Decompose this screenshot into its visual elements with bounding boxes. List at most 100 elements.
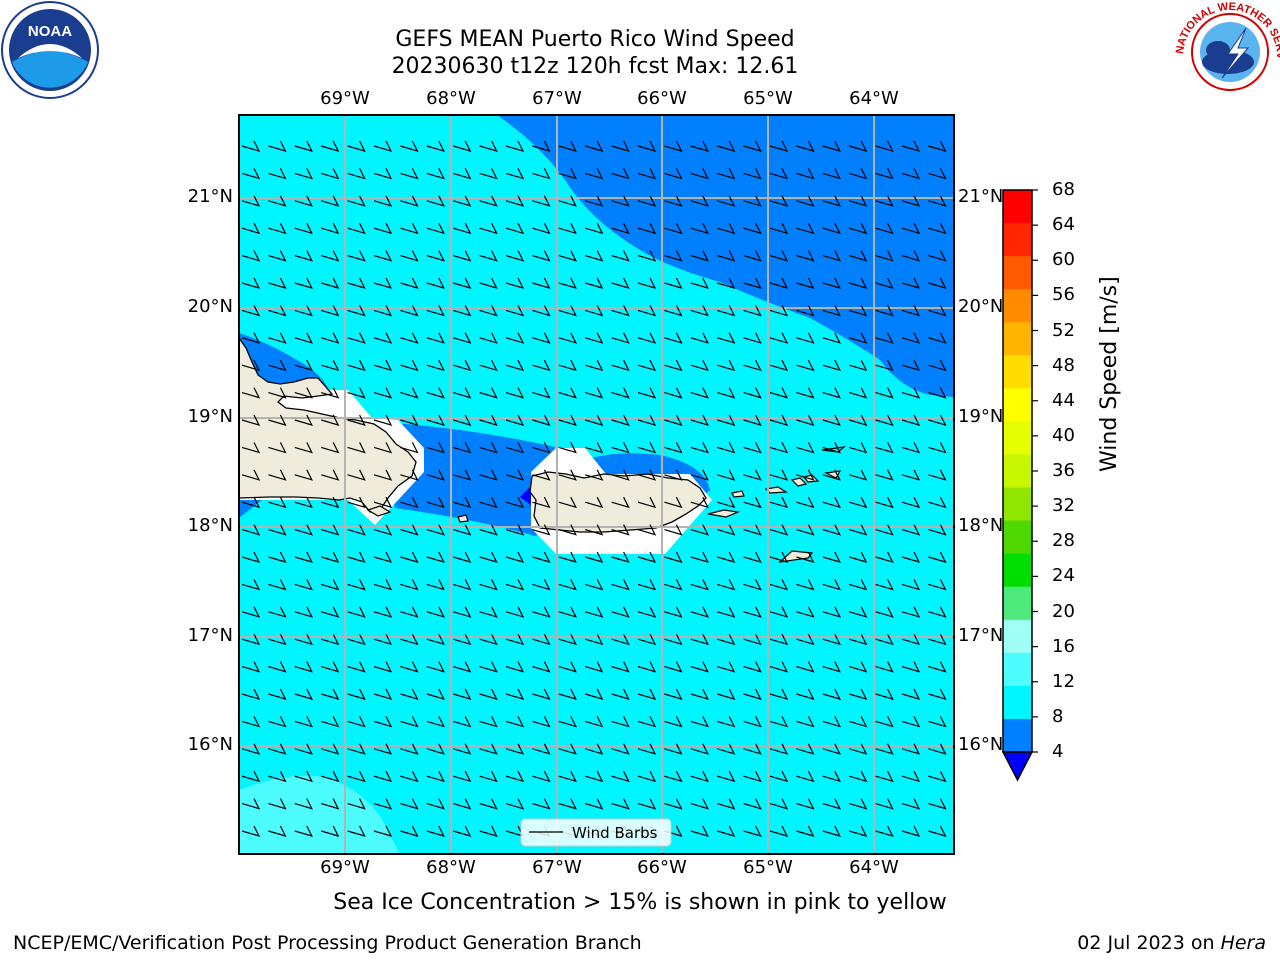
wind-barb [928,633,947,646]
wind-barb [585,716,604,728]
colorbar-swatch [1003,487,1032,522]
wind-barb [241,195,261,207]
wind-barb [453,414,472,426]
lat-label-right: 21°N [958,186,1004,207]
wind-barb [294,688,313,700]
wind-barb [769,195,789,207]
wind-barb [875,414,894,426]
wind-barb [400,743,419,755]
wind-barb [637,688,657,700]
wind-barb [849,688,868,700]
wind-barb [294,524,313,536]
wind-barb [875,469,894,481]
wind-barb [849,579,868,591]
wind-barb [558,524,577,536]
wind-barb [901,524,921,536]
wind-barb [928,716,947,728]
wind-barb [875,359,894,372]
wind-barb [585,305,604,317]
wind-barb [822,716,841,728]
wind-barb [400,168,419,180]
wind-barb [743,496,762,509]
wind-barb [875,798,894,810]
wind-barb [453,496,472,509]
wind-barb [796,332,815,344]
wind-barb [400,496,419,509]
wind-barb [321,359,340,372]
wind-barb [373,798,393,810]
wind-barb [928,469,947,481]
wind-barb [479,496,498,509]
wind-barb [400,387,419,399]
wind-barb [637,798,657,810]
wind-barb [241,305,261,317]
wind-barb [558,222,577,235]
wind-barb [769,305,789,317]
wind-barb [849,825,868,837]
wind-barb [637,168,657,180]
wind-barb [268,496,287,509]
wind-barb [505,250,525,262]
wind-barb [268,140,287,152]
wind-barb [849,606,868,618]
wind-barb [453,250,472,262]
wind-barb [321,250,340,262]
wind-barb [585,661,604,673]
wind-barb [637,305,657,317]
wind-barb [400,606,419,618]
wind-barb [268,579,287,591]
lon-label-bottom: 66°W [637,857,687,878]
wind-barb [505,661,525,673]
lon-label-top: 67°W [532,88,582,109]
wind-barb [664,661,683,673]
wind-barb [373,250,393,262]
wind-barb [532,305,551,317]
wind-barb [690,661,709,673]
wind-barb [453,825,472,837]
wind-barb [637,496,657,509]
wind-barb [347,250,366,262]
wind-barb [796,551,815,563]
wind-barb [796,250,815,262]
wind-barb [453,359,472,372]
wind-barb [426,688,445,700]
lon-label-bottom: 69°W [320,857,370,878]
wind-barb [769,277,789,289]
colorbar-tick-label: 16 [1052,635,1075,657]
wind-barb [294,222,313,235]
wind-barb [875,688,894,700]
island-anegada [821,446,846,453]
wind-barb [664,496,683,509]
wind-barb [321,140,340,152]
wind-barb [532,551,551,563]
wind-barb [717,469,736,481]
wind-barb [347,359,366,372]
wind-barb [426,222,445,235]
wind-barb [769,250,789,262]
wind-barb [796,195,815,207]
wind-barb [347,798,366,810]
wind-barb [505,551,525,563]
wind-barb [426,743,445,755]
wind-barb [558,277,577,289]
wind-barb [901,414,921,426]
wind-barb [769,469,789,481]
wind-barb [241,524,261,536]
wind-barb [294,140,313,152]
plot-subtitle: 20230630 t12z 120h fcst Max: 12.61 [391,54,799,79]
wind-barb [796,469,815,481]
wind-barb [347,524,366,536]
wind-barb [901,469,921,481]
wind-barb [717,496,736,509]
wind-barb [585,168,604,180]
wind-barb [479,387,498,399]
wind-barb [664,469,683,481]
wind-barb [294,168,313,180]
wind-barb [505,579,525,591]
caption: Sea Ice Concentration > 15% is shown in … [333,890,947,915]
wind-barb [611,442,630,454]
wind-barb [849,414,868,426]
wind-barb [717,633,736,646]
wind-barb [717,606,736,618]
wind-barb [690,469,709,481]
